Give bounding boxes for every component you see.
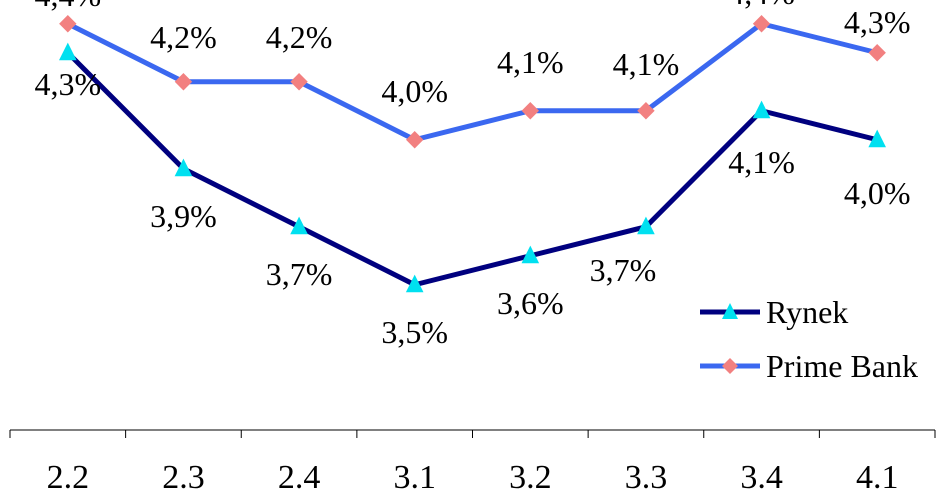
data-point-marker — [290, 73, 308, 91]
data-label: 4,1% — [497, 44, 564, 80]
data-label: 4,1% — [613, 46, 680, 82]
x-tick-label: 3.2 — [509, 459, 552, 491]
data-label: 3,7% — [266, 256, 333, 292]
data-point-marker — [174, 158, 193, 177]
data-point-marker — [521, 102, 540, 120]
data-point-marker — [752, 100, 771, 119]
data-point-marker — [59, 15, 77, 33]
legend-marker — [722, 303, 738, 319]
data-point-marker — [752, 15, 771, 33]
data-label: 4,3% — [34, 66, 101, 102]
data-label: 3,7% — [590, 252, 657, 288]
data-label: 4,4% — [34, 0, 101, 13]
data-point-marker — [521, 245, 540, 264]
x-tick-label: 2.2 — [47, 459, 90, 491]
legend-label: Rynek — [766, 294, 848, 330]
x-tick-label: 3.4 — [740, 459, 783, 491]
legend-item-prime-bank: Prime Bank — [700, 348, 918, 384]
data-label: 3,6% — [497, 285, 564, 321]
x-tick-label: 4.1 — [856, 459, 899, 491]
data-label: 4,4% — [728, 0, 795, 11]
legend-marker — [722, 358, 738, 374]
data-point-marker — [868, 129, 886, 148]
data-label: 4,3% — [844, 4, 911, 40]
data-label: 4,0% — [381, 73, 448, 109]
x-tick-label: 2.4 — [278, 459, 321, 491]
data-point-marker — [290, 216, 308, 235]
legend: Rynek Prime Bank — [700, 294, 918, 384]
data-label: 4,0% — [844, 175, 911, 211]
legend-item-rynek: Rynek — [700, 294, 848, 330]
data-label: 4,2% — [266, 19, 333, 55]
data-point-marker — [405, 274, 424, 293]
data-point-marker — [405, 131, 424, 149]
x-tick-label: 3.3 — [625, 459, 668, 491]
series-line-prime-bank — [66, 21, 878, 143]
data-labels: 4,3% 3,9% 3,7% 3,5% 3,6% 3,7% 4,1% 4,0% 4,4% 4,2%… — [34, 0, 910, 350]
x-tick-label: 3.1 — [393, 459, 436, 491]
data-label: 4,2% — [150, 19, 217, 55]
legend-label: Prime Bank — [766, 348, 918, 384]
data-point-marker — [59, 42, 77, 61]
series-lines — [66, 21, 878, 288]
x-axis: 2.2 2.3 2.4 3.1 3.2 3.3 3.4 4.1 — [9, 429, 936, 491]
data-point-marker — [637, 216, 655, 235]
series-markers — [59, 15, 886, 293]
x-tick-label: 2.3 — [162, 459, 205, 491]
data-label: 3,5% — [381, 314, 448, 350]
data-label: 3,9% — [150, 198, 217, 234]
data-label: 4,1% — [728, 144, 795, 180]
data-point-marker — [868, 44, 886, 62]
data-point-marker — [637, 102, 655, 120]
data-point-marker — [174, 73, 193, 91]
series-line-rynek — [66, 50, 878, 288]
